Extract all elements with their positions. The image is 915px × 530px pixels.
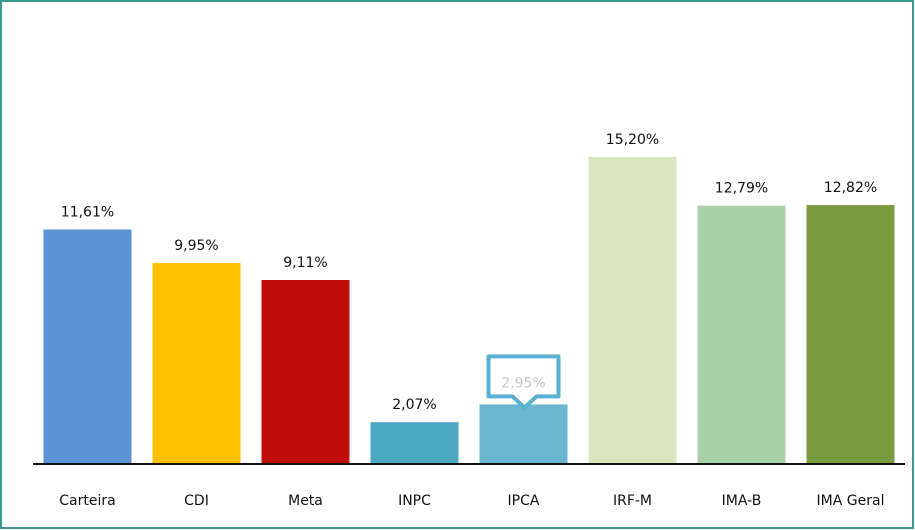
x-tick-label: Carteira <box>59 493 115 509</box>
value-label: 12,79% <box>715 181 768 197</box>
x-tick-label: Meta <box>288 493 323 509</box>
bar <box>370 422 459 464</box>
bar <box>479 404 568 464</box>
value-label: 2,95% <box>501 375 545 391</box>
bar <box>152 263 241 464</box>
x-tick-label: CDI <box>184 493 209 509</box>
value-label: 2,07% <box>392 397 436 413</box>
x-tick-label: IRF-M <box>613 493 652 509</box>
value-label: 12,82% <box>824 180 877 196</box>
value-label: 9,95% <box>174 238 218 254</box>
bar <box>261 280 350 464</box>
value-label: 15,20% <box>606 132 659 148</box>
x-tick-label: IMA Geral <box>817 493 885 509</box>
tooltip <box>486 354 561 410</box>
bar <box>697 205 786 464</box>
value-label: 9,11% <box>283 255 327 271</box>
bar <box>588 157 677 464</box>
bar <box>43 229 132 464</box>
x-tick-label: INPC <box>398 493 431 509</box>
value-label: 11,61% <box>61 205 114 221</box>
x-tick-label: IPCA <box>508 493 540 509</box>
bar <box>806 205 895 464</box>
x-tick-label: IMA-B <box>722 493 762 509</box>
